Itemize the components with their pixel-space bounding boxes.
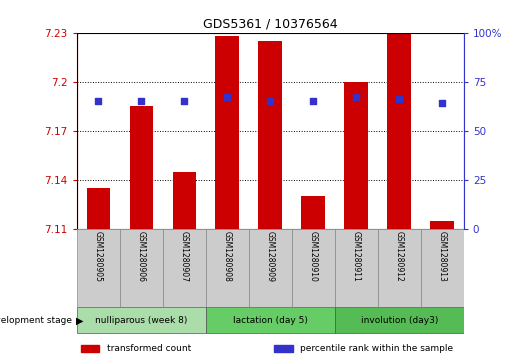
Bar [163,229,206,307]
Bar [274,344,293,352]
Text: percentile rank within the sample: percentile rank within the sample [301,344,454,353]
Title: GDS5361 / 10376564: GDS5361 / 10376564 [203,17,338,30]
Text: GSM1280906: GSM1280906 [137,231,146,282]
Bar [292,229,335,307]
Text: GSM1280907: GSM1280907 [180,231,189,282]
Text: nulliparous (week 8): nulliparous (week 8) [95,316,188,325]
Bar [421,229,464,307]
Bar [302,196,325,229]
Text: involution (day3): involution (day3) [360,316,438,325]
Point [352,94,360,100]
Text: GSM1280912: GSM1280912 [395,231,404,282]
Bar [216,36,239,229]
Point [223,94,232,100]
Bar [206,307,335,333]
Point [180,98,189,104]
Text: ▶: ▶ [76,315,83,325]
Bar [387,34,411,229]
Text: GSM1280909: GSM1280909 [266,231,275,282]
Point [438,100,446,106]
Bar [81,344,99,352]
Text: GSM1280905: GSM1280905 [94,231,103,282]
Bar [335,307,464,333]
Text: GSM1280913: GSM1280913 [438,231,447,282]
Text: transformed count: transformed count [107,344,191,353]
Text: GSM1280911: GSM1280911 [352,231,361,282]
Bar [77,229,120,307]
Point [309,98,317,104]
Bar [335,229,378,307]
Bar [86,188,110,229]
Text: GSM1280908: GSM1280908 [223,231,232,282]
Point [395,97,403,102]
Bar [430,221,454,229]
Bar [172,172,196,229]
Bar [259,41,282,229]
Bar [120,229,163,307]
Point [137,98,146,104]
Point [266,98,275,104]
Bar [206,229,249,307]
Bar [77,307,206,333]
Point [94,98,103,104]
Bar [378,229,421,307]
Text: GSM1280910: GSM1280910 [309,231,318,282]
Text: lactation (day 5): lactation (day 5) [233,316,308,325]
Text: development stage: development stage [0,316,72,325]
Bar [344,82,368,229]
Bar [129,106,153,229]
Bar [249,229,292,307]
